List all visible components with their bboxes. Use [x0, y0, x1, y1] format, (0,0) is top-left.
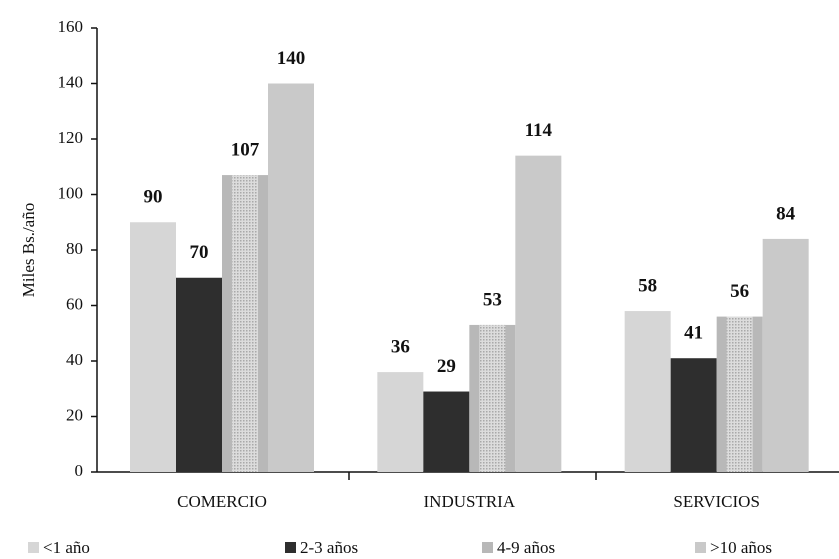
y-tick-label: 0: [75, 461, 84, 480]
bar: [268, 83, 314, 472]
bar: [670, 358, 717, 472]
y-tick-label: 20: [66, 405, 83, 424]
legend-swatch: [285, 542, 296, 553]
bar-pattern: [232, 175, 258, 472]
value-label: 58: [638, 275, 657, 296]
legend-swatch: [28, 542, 39, 553]
x-tick-label: INDUSTRIA: [424, 492, 516, 511]
bar: [423, 391, 470, 472]
value-label: 90: [144, 187, 163, 208]
bar: [515, 155, 562, 472]
legend-label: 2-3 años: [300, 538, 358, 557]
y-tick-label: 120: [58, 128, 84, 147]
y-tick-label: 140: [58, 72, 84, 91]
legend-label: <1 año: [43, 538, 90, 557]
value-label: 70: [190, 242, 209, 263]
value-label: 29: [437, 356, 456, 377]
bar: [762, 238, 809, 472]
y-axis-label: Miles Bs./año: [19, 203, 38, 297]
y-tick-label: 40: [66, 350, 83, 369]
x-tick-label: COMERCIO: [177, 492, 267, 511]
bar-pattern: [479, 324, 506, 472]
bar: [624, 311, 671, 472]
legend-swatch: [695, 542, 706, 553]
bar: [130, 222, 176, 472]
value-label: 140: [277, 48, 306, 69]
value-label: 36: [391, 336, 410, 357]
value-label: 41: [684, 323, 703, 344]
value-label: 56: [730, 281, 749, 302]
y-tick-label: 100: [58, 183, 84, 202]
value-label: 114: [525, 120, 553, 141]
legend-label: 4-9 años: [497, 538, 555, 557]
value-label: 107: [231, 139, 260, 160]
bar: [377, 372, 424, 472]
value-label: 53: [483, 289, 502, 310]
y-tick-label: 60: [66, 294, 83, 313]
bar-pattern: [726, 316, 753, 472]
y-tick-label: 160: [58, 17, 84, 36]
legend-swatch: [482, 542, 493, 553]
y-tick-label: 80: [66, 239, 83, 258]
bar: [176, 277, 222, 472]
value-label: 84: [776, 203, 796, 224]
legend-label: >10 años: [710, 538, 772, 557]
x-tick-label: SERVICIOS: [673, 492, 760, 511]
